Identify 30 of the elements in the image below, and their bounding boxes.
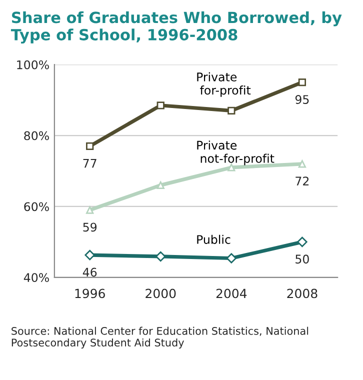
- point: [226, 253, 237, 264]
- point: [86, 206, 94, 214]
- point: [298, 78, 306, 86]
- data-label: 46: [82, 268, 97, 277]
- x-tick-label: 2004: [216, 288, 247, 298]
- point: [156, 181, 164, 190]
- data-label: 95: [295, 95, 309, 104]
- series-label: Private for-profit: [197, 72, 251, 97]
- point: [156, 102, 164, 110]
- point: [298, 160, 306, 168]
- y-tick-label: 80%: [24, 131, 49, 140]
- point: [84, 250, 95, 260]
- series-label: Public: [197, 234, 230, 244]
- y-tick-label: 100%: [17, 60, 49, 70]
- point: [297, 236, 308, 248]
- data-label: 59: [83, 222, 97, 232]
- x-tick-label: 2008: [287, 288, 318, 298]
- y-tick-label: 40%: [24, 273, 49, 282]
- data-label: 72: [296, 176, 309, 186]
- data-label: 77: [83, 159, 96, 168]
- point: [156, 251, 166, 262]
- chart-title: Share of Graduates Who Borrowed, by Type of School, 1996-2008: [10, 11, 342, 44]
- point: [228, 106, 236, 115]
- source-note: Source: National Center for Education Statistics, National Postsecondary Student Aid Study: [12, 326, 308, 349]
- y-tick-label: 60%: [24, 202, 49, 212]
- x-tick-label: 2000: [146, 288, 176, 298]
- point: [86, 142, 94, 150]
- x-tick-label: 1996: [75, 288, 105, 298]
- data-label: 50: [296, 254, 309, 264]
- series-label: Private not-for-profit: [197, 140, 274, 166]
